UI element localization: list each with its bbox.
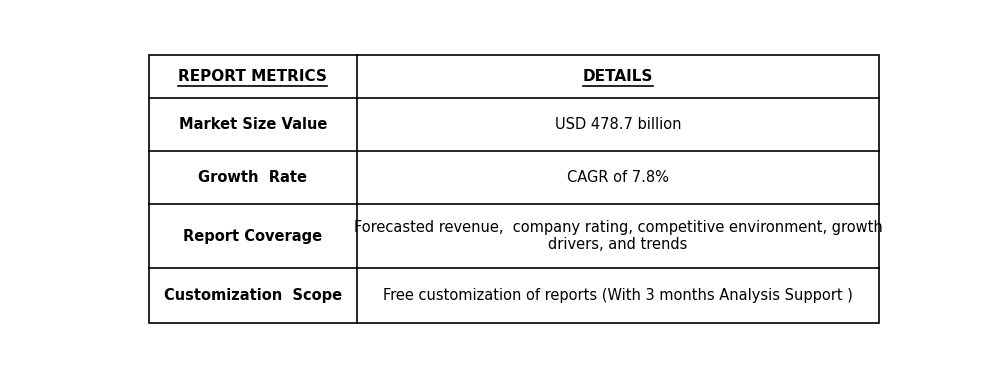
Text: Market Size Value: Market Size Value bbox=[178, 117, 327, 132]
Text: REPORT METRICS: REPORT METRICS bbox=[178, 69, 327, 84]
Text: Report Coverage: Report Coverage bbox=[183, 228, 322, 243]
Text: CAGR of 7.8%: CAGR of 7.8% bbox=[567, 170, 668, 185]
Text: Growth  Rate: Growth Rate bbox=[198, 170, 307, 185]
Text: Customization  Scope: Customization Scope bbox=[163, 288, 342, 303]
Text: Forecasted revenue,  company rating, competitive environment, growth
drivers, an: Forecasted revenue, company rating, comp… bbox=[354, 220, 882, 252]
Text: Free customization of reports (With 3 months Analysis Support ): Free customization of reports (With 3 mo… bbox=[383, 288, 853, 303]
Text: USD 478.7 billion: USD 478.7 billion bbox=[554, 117, 680, 132]
Text: DETAILS: DETAILS bbox=[582, 69, 652, 84]
